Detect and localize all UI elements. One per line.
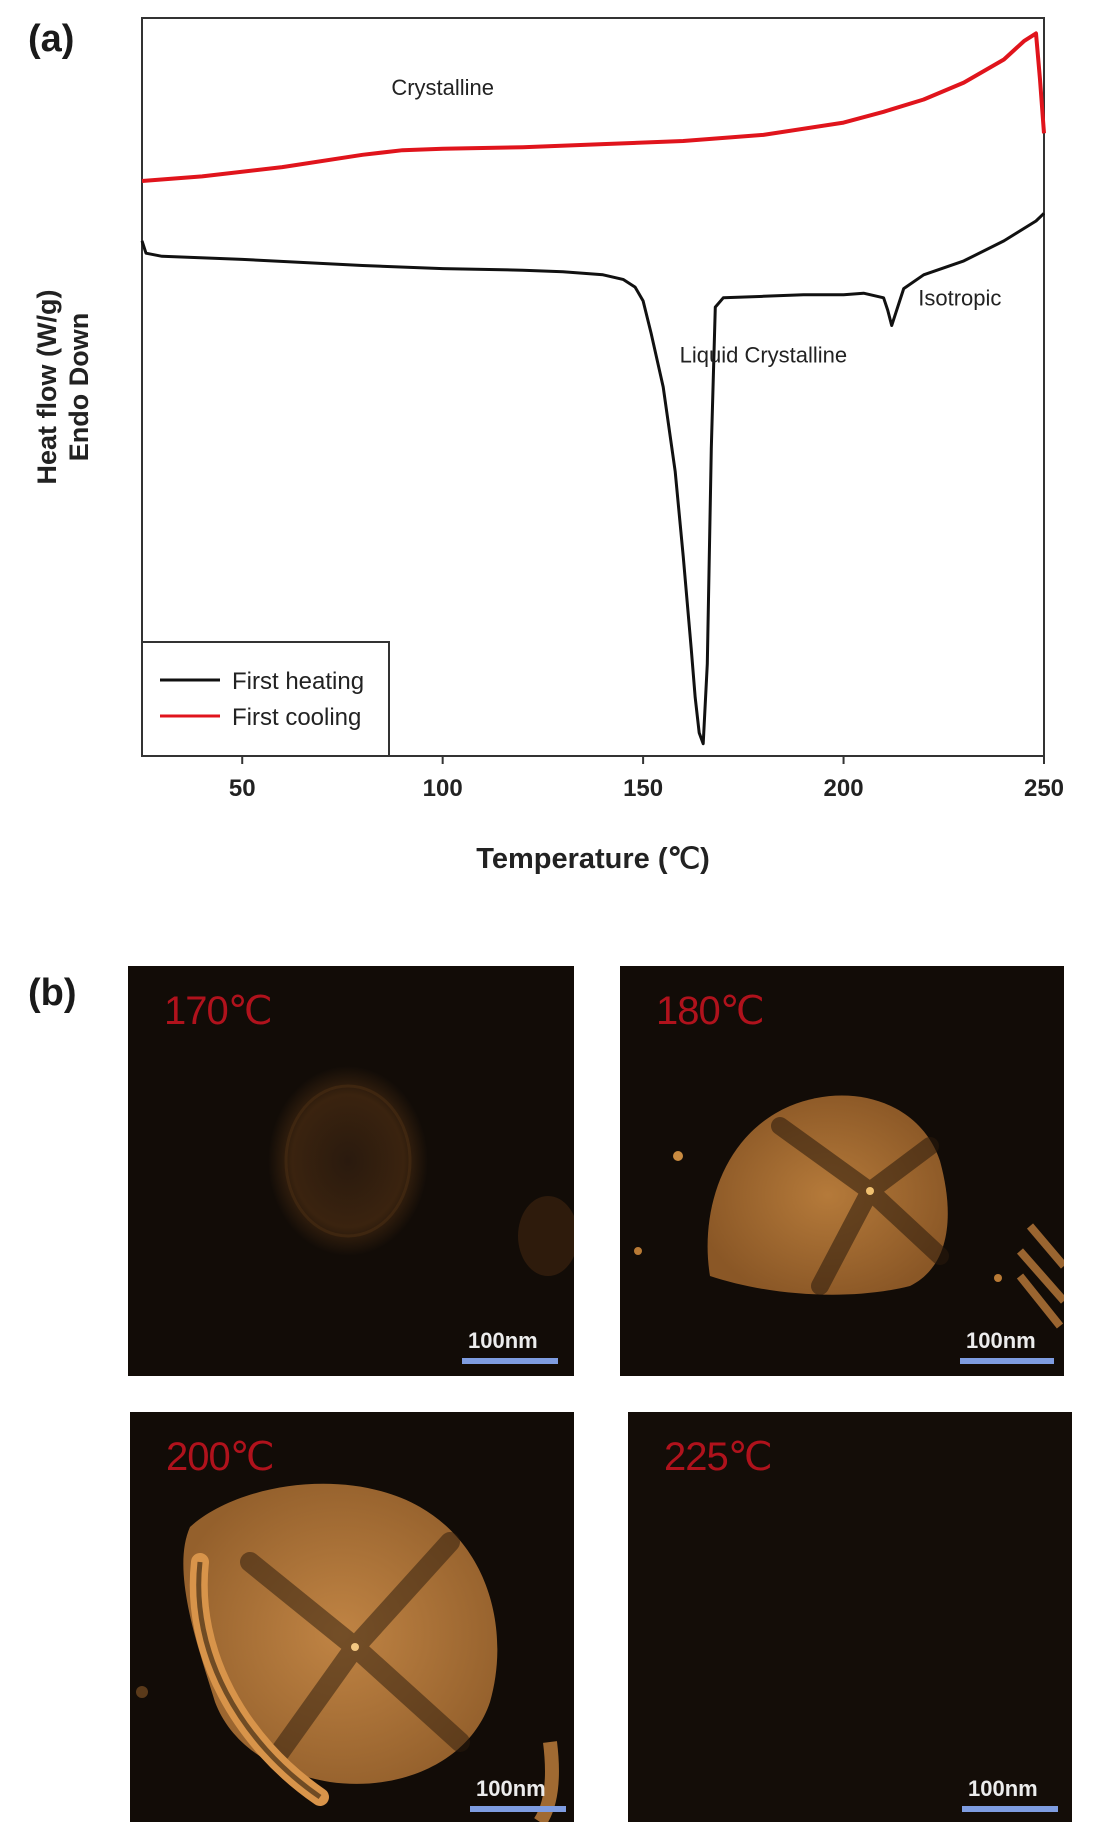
scale-bar [470, 1806, 566, 1812]
micrograph-200-image [136, 1483, 559, 1822]
micrograph-225-image [628, 1412, 1072, 1822]
micrograph-temp-label: 170℃ [164, 989, 273, 1033]
micrograph-225: 225℃ 100nm [628, 1412, 1072, 1822]
legend-label-first-cooling: First cooling [232, 704, 361, 731]
annotation-crystalline: Crystalline [391, 75, 494, 100]
micrograph-temp-label: 200℃ [166, 1435, 275, 1479]
annotation-isotropic: Isotropic [918, 286, 1001, 311]
annotation-layer: Crystalline Liquid Crystalline Isotropic [391, 75, 1001, 368]
scale-label: 100nm [968, 1776, 1038, 1801]
x-tick-label-200: 200 [824, 775, 864, 802]
dsc-chart: 50 100 150 200 250 Crystalline Liquid Crystal… [32, 17, 1064, 875]
x-tick-label-150: 150 [623, 775, 663, 802]
scale-label: 100nm [476, 1776, 546, 1801]
scale-bar [962, 1806, 1058, 1812]
legend-box [141, 641, 390, 757]
micrograph-180-image [634, 1095, 1064, 1329]
scale-label: 100nm [966, 1328, 1036, 1353]
panel-a-label: (a) [28, 18, 75, 60]
y-axis-label-line1: Heat flow (W/g) [32, 290, 62, 485]
x-tick-label-100: 100 [423, 775, 463, 802]
micrograph-170-image [268, 1066, 574, 1276]
micrograph-180: 180℃ 100nm [620, 966, 1064, 1376]
x-axis-label: Temperature (℃) [476, 843, 709, 875]
series-layer [140, 31, 1046, 746]
scale-bar [462, 1358, 558, 1364]
x-tick-label-250: 250 [1024, 775, 1064, 802]
legend: First heating First cooling [141, 641, 390, 757]
plot-frame [141, 17, 1045, 757]
micrograph-temp-label: 225℃ [664, 1435, 773, 1479]
series-line-first-heating [140, 212, 1046, 746]
scale-label: 100nm [468, 1328, 538, 1353]
series-line-first-cooling [141, 31, 1046, 183]
y-axis-label-line2: Endo Down [64, 313, 94, 461]
micrograph-temp-label: 180℃ [656, 989, 765, 1033]
micrograph-200: 200℃ 100nm [130, 1412, 574, 1822]
x-tick-label-50: 50 [229, 775, 256, 802]
scale-bar [960, 1358, 1054, 1364]
x-axis-ticks: 50 100 150 200 250 [229, 756, 1064, 802]
micrograph-170: 170℃ 100nm [128, 966, 574, 1376]
annotation-liquid-crystalline: Liquid Crystalline [680, 342, 848, 367]
legend-label-first-heating: First heating [232, 668, 364, 695]
panel-b-label: (b) [28, 972, 77, 1014]
